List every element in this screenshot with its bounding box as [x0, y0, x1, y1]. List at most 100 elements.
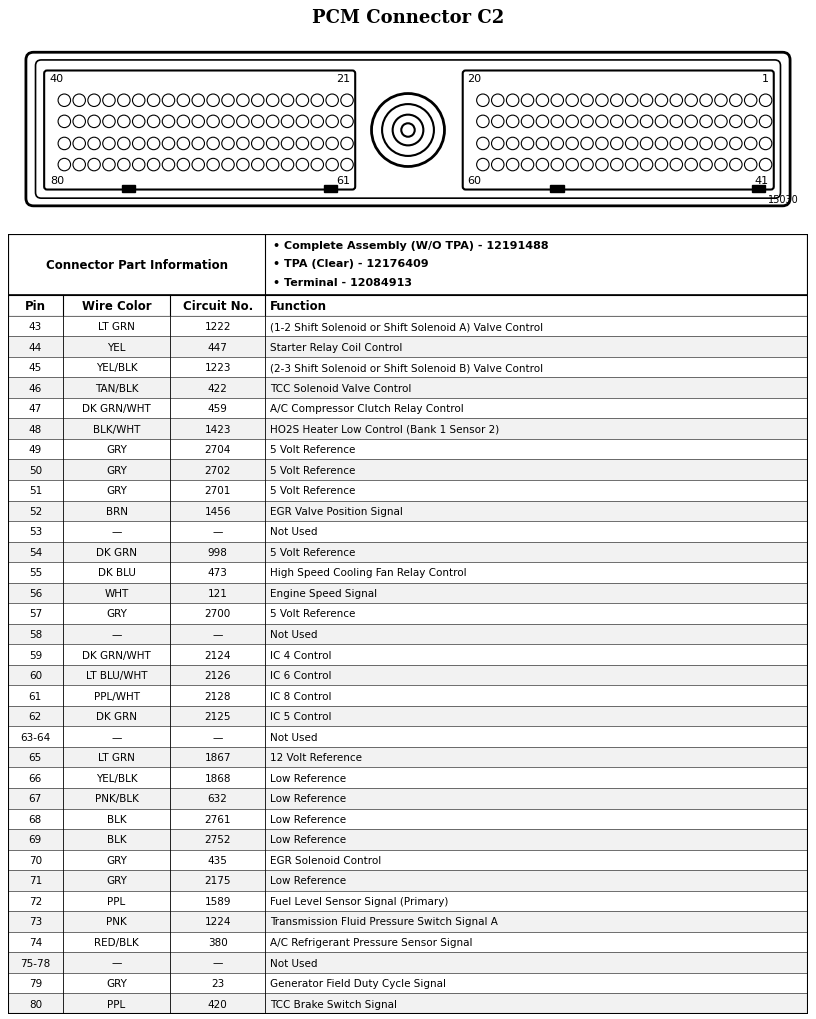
Circle shape	[610, 138, 623, 151]
Circle shape	[744, 159, 757, 171]
Text: 12 Volt Reference: 12 Volt Reference	[269, 752, 361, 762]
Text: GRY: GRY	[106, 978, 127, 988]
Circle shape	[282, 138, 294, 151]
Text: 53: 53	[29, 527, 42, 537]
Circle shape	[730, 95, 742, 107]
Circle shape	[251, 116, 264, 128]
Text: 473: 473	[208, 568, 228, 578]
Bar	[8, 562, 808, 583]
Text: IC 8 Control: IC 8 Control	[269, 691, 331, 701]
Text: 422: 422	[208, 383, 228, 393]
Text: 2704: 2704	[205, 444, 231, 454]
Text: GRY: GRY	[106, 875, 127, 886]
Circle shape	[88, 138, 100, 151]
Circle shape	[311, 95, 323, 107]
Circle shape	[581, 95, 593, 107]
Bar	[8, 317, 808, 337]
Circle shape	[88, 95, 100, 107]
Bar	[8, 398, 808, 419]
Bar	[8, 870, 808, 891]
Text: 80: 80	[29, 999, 42, 1009]
Text: 46: 46	[29, 383, 42, 393]
Circle shape	[296, 138, 308, 151]
Text: Transmission Fluid Pressure Switch Signal A: Transmission Fluid Pressure Switch Signa…	[269, 917, 498, 926]
Text: Pin: Pin	[24, 300, 46, 313]
Text: GRY: GRY	[106, 444, 127, 454]
Bar	[8, 337, 808, 358]
Circle shape	[670, 95, 682, 107]
Text: Not Used: Not Used	[269, 527, 317, 537]
Circle shape	[58, 159, 70, 171]
Text: 59: 59	[29, 650, 42, 660]
Text: 43: 43	[29, 322, 42, 331]
Circle shape	[266, 159, 279, 171]
Text: TAN/BLK: TAN/BLK	[95, 383, 138, 393]
Text: 2761: 2761	[205, 814, 231, 824]
Bar	[122, 185, 135, 194]
Text: 61: 61	[29, 691, 42, 701]
Circle shape	[715, 138, 727, 151]
Text: 56: 56	[29, 588, 42, 598]
Bar	[8, 645, 808, 665]
Text: 15030: 15030	[768, 195, 799, 205]
Text: 74: 74	[29, 937, 42, 947]
Circle shape	[760, 159, 772, 171]
Circle shape	[477, 159, 489, 171]
Circle shape	[566, 138, 579, 151]
Circle shape	[58, 138, 70, 151]
Bar	[8, 747, 808, 767]
Circle shape	[73, 116, 86, 128]
Circle shape	[207, 95, 220, 107]
Text: 2175: 2175	[205, 875, 231, 886]
Circle shape	[566, 95, 579, 107]
Circle shape	[162, 116, 175, 128]
Circle shape	[655, 95, 667, 107]
Text: 2126: 2126	[205, 671, 231, 681]
Text: GRY: GRY	[106, 466, 127, 475]
Text: 1456: 1456	[205, 506, 231, 517]
Text: PPL/WHT: PPL/WHT	[94, 691, 140, 701]
Text: 70: 70	[29, 855, 42, 865]
Text: 5 Volt Reference: 5 Volt Reference	[269, 609, 355, 619]
Text: 1423: 1423	[205, 424, 231, 434]
Bar	[8, 850, 808, 870]
Text: • Terminal - 12084913: • Terminal - 12084913	[273, 277, 412, 287]
Text: 67: 67	[29, 794, 42, 804]
Circle shape	[610, 159, 623, 171]
Text: 66: 66	[29, 773, 42, 783]
Bar	[752, 185, 765, 194]
Circle shape	[326, 138, 339, 151]
Text: Not Used: Not Used	[269, 958, 317, 968]
FancyBboxPatch shape	[36, 61, 780, 199]
Circle shape	[581, 159, 593, 171]
Text: HO2S Heater Low Control (Bank 1 Sensor 2): HO2S Heater Low Control (Bank 1 Sensor 2…	[269, 424, 499, 434]
Text: 1868: 1868	[205, 773, 231, 783]
Text: 21: 21	[336, 74, 350, 85]
Text: 44: 44	[29, 342, 42, 353]
Text: 2124: 2124	[205, 650, 231, 660]
Text: 2701: 2701	[205, 486, 231, 496]
Circle shape	[88, 159, 100, 171]
Circle shape	[685, 159, 698, 171]
Bar	[8, 501, 808, 522]
Circle shape	[266, 95, 279, 107]
Circle shape	[566, 116, 579, 128]
Circle shape	[551, 159, 564, 171]
Circle shape	[760, 116, 772, 128]
Text: IC 5 Control: IC 5 Control	[269, 711, 331, 721]
Text: 73: 73	[29, 917, 42, 926]
Circle shape	[207, 116, 220, 128]
Circle shape	[326, 116, 339, 128]
Circle shape	[177, 95, 189, 107]
Text: • Complete Assembly (W/O TPA) - 12191488: • Complete Assembly (W/O TPA) - 12191488	[273, 240, 548, 251]
Bar	[8, 665, 808, 686]
Text: LT BLU/WHT: LT BLU/WHT	[86, 671, 147, 681]
Text: Wire Color: Wire Color	[82, 300, 151, 313]
Text: —: —	[212, 527, 223, 537]
Circle shape	[744, 138, 757, 151]
Circle shape	[296, 95, 308, 107]
Circle shape	[162, 138, 175, 151]
Text: 2702: 2702	[205, 466, 231, 475]
Circle shape	[58, 116, 70, 128]
Text: PPL: PPL	[108, 999, 126, 1009]
